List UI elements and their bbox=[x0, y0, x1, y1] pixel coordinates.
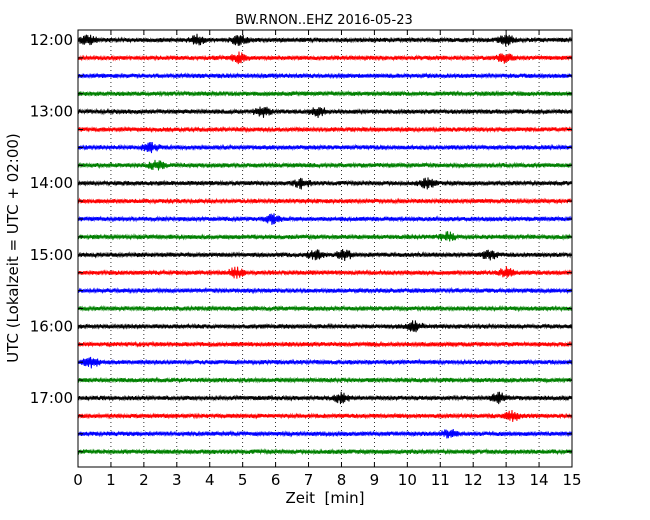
x-tick-label: 13 bbox=[497, 471, 516, 489]
x-tick-label: 5 bbox=[238, 471, 248, 489]
x-axis-label: Zeit [min] bbox=[285, 489, 364, 507]
trace-line bbox=[77, 356, 572, 369]
y-tick-label: 12:00 bbox=[30, 31, 73, 49]
y-tick-label: 14:00 bbox=[30, 174, 73, 192]
y-tick-label: 16:00 bbox=[30, 317, 73, 335]
x-tick-label: 11 bbox=[431, 471, 450, 489]
chart-title: BW.RNON..EHZ 2016-05-23 bbox=[235, 13, 413, 28]
trace-line bbox=[77, 159, 572, 171]
trace-line bbox=[77, 320, 572, 333]
x-tick-label: 15 bbox=[562, 471, 581, 489]
trace-line bbox=[77, 304, 572, 313]
trace-line bbox=[77, 141, 572, 154]
x-tick-label: 14 bbox=[530, 471, 549, 489]
seismic-traces bbox=[77, 33, 572, 456]
trace-line bbox=[77, 197, 572, 205]
x-tick-label: 6 bbox=[271, 471, 281, 489]
trace-line bbox=[77, 89, 572, 98]
x-axis-ticks: 0 1 2 3 4 5 6 7 8 9 10 11 12 13 14 15 bbox=[73, 30, 582, 489]
trace-line bbox=[77, 33, 572, 47]
trace-line bbox=[77, 391, 572, 405]
plot-frame bbox=[77, 29, 573, 468]
y-tick-label: 15:00 bbox=[30, 246, 73, 264]
trace-line bbox=[77, 428, 572, 439]
x-tick-label: 0 bbox=[73, 471, 83, 489]
trace-line bbox=[77, 249, 572, 262]
y-tick-label: 13:00 bbox=[30, 103, 73, 121]
trace-line bbox=[77, 72, 572, 80]
trace-line bbox=[77, 106, 572, 118]
trace-line bbox=[77, 447, 572, 456]
y-axis-label: UTC (Lokalzeit = UTC + 02:00) bbox=[4, 133, 22, 363]
trace-line bbox=[77, 51, 572, 65]
x-tick-label: 3 bbox=[172, 471, 182, 489]
y-axis-ticks: 12:00 13:00 14:00 15:00 16:00 17:00 bbox=[30, 31, 572, 453]
x-tick-label: 8 bbox=[337, 471, 347, 489]
trace-line bbox=[77, 125, 572, 134]
trace-line bbox=[77, 376, 572, 384]
trace-line bbox=[77, 213, 572, 225]
x-tick-label: 7 bbox=[304, 471, 314, 489]
x-tick-label: 10 bbox=[398, 471, 417, 489]
x-tick-label: 9 bbox=[370, 471, 380, 489]
trace-line bbox=[77, 340, 572, 348]
x-tick-label: 4 bbox=[205, 471, 215, 489]
x-tick-label: 2 bbox=[139, 471, 149, 489]
trace-line bbox=[77, 177, 572, 190]
y-tick-label: 17:00 bbox=[30, 389, 73, 407]
trace-line bbox=[77, 286, 572, 295]
x-tick-label: 1 bbox=[106, 471, 116, 489]
x-tick-label: 12 bbox=[464, 471, 483, 489]
trace-line bbox=[77, 266, 572, 279]
trace-line bbox=[77, 231, 572, 242]
trace-line bbox=[77, 409, 572, 422]
